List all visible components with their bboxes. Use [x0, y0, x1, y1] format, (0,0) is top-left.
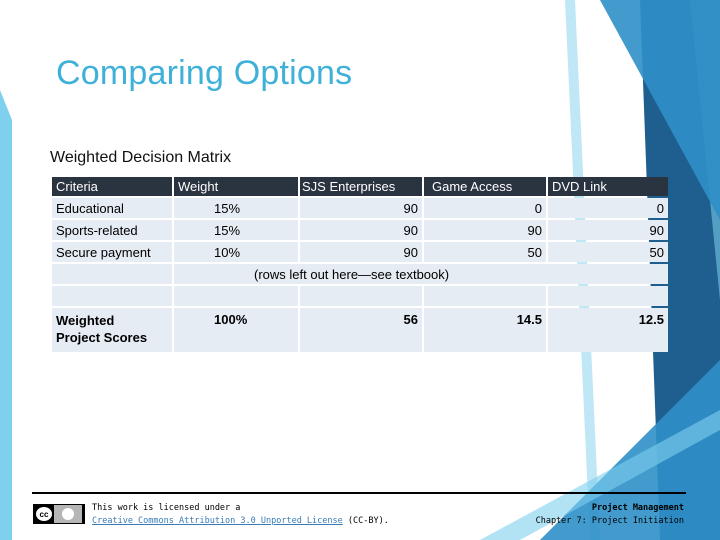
cc-by-badge-icon: cc — [33, 504, 85, 524]
game-access-cell: 90 — [424, 220, 546, 240]
empty-cell — [424, 286, 546, 306]
course-info: Project Management Chapter 7: Project In… — [536, 502, 684, 528]
course-chapter: Chapter 7: Project Initiation — [535, 516, 684, 526]
score-game-access: 14.5 — [424, 308, 546, 352]
weighted-decision-matrix: Criteria Weight SJS Enterprises Game Acc… — [50, 175, 670, 354]
license-text: This work is licensed under a — [92, 503, 241, 513]
empty-cell — [548, 286, 668, 306]
sjs-cell: 90 — [300, 220, 422, 240]
dvd-link-cell: 50 — [548, 242, 668, 262]
score-label: Weighted Project Scores — [52, 308, 172, 352]
license-link[interactable]: Creative Commons Attribution 3.0 Unporte… — [92, 516, 343, 526]
sjs-cell: 90 — [300, 242, 422, 262]
header-row: Criteria Weight SJS Enterprises Game Acc… — [52, 177, 668, 196]
empty-cell — [174, 286, 298, 306]
license-suffix: (CC-BY). — [347, 516, 389, 526]
table-row: Sports-related 15% 90 90 90 — [52, 220, 668, 240]
omitted-rows-note: (rows left out here—see textbook) — [174, 264, 668, 284]
license-line: Creative Commons Attribution 3.0 Unporte… — [92, 515, 389, 528]
header-sjs: SJS Enterprises — [300, 177, 422, 196]
game-access-cell: 50 — [424, 242, 546, 262]
weight-cell: 10% — [174, 242, 298, 262]
header-weight: Weight — [174, 177, 298, 196]
game-access-cell: 0 — [424, 198, 546, 218]
note-row: (rows left out here—see textbook) — [52, 264, 668, 284]
table-row: Educational 15% 90 0 0 — [52, 198, 668, 218]
criteria-cell: Educational — [52, 198, 172, 218]
table-row: Secure payment 10% 90 50 50 — [52, 242, 668, 262]
slide-title: Comparing Options — [56, 54, 353, 92]
license-notice: This work is licensed under a Creative C… — [92, 502, 389, 528]
score-row: Weighted Project Scores 100% 56 14.5 12.… — [52, 308, 668, 352]
dvd-link-cell: 90 — [548, 220, 668, 240]
criteria-cell: Sports-related — [52, 220, 172, 240]
header-game-access: Game Access — [424, 177, 546, 196]
note-text: (rows left out here—see textbook) — [254, 266, 450, 282]
empty-cell — [300, 286, 422, 306]
score-weight: 100% — [174, 308, 298, 352]
weight-cell: 15% — [174, 220, 298, 240]
score-dvd-link: 12.5 — [548, 308, 668, 352]
header-dvd-link: DVD Link — [548, 177, 668, 196]
dvd-link-cell: 0 — [548, 198, 668, 218]
weight-cell: 15% — [174, 198, 298, 218]
sjs-cell: 90 — [300, 198, 422, 218]
empty-cell — [52, 286, 172, 306]
course-title: Project Management — [591, 503, 684, 513]
blank-row — [52, 286, 668, 306]
slide-subtitle: Weighted Decision Matrix — [50, 149, 232, 166]
criteria-cell: Secure payment — [52, 242, 172, 262]
empty-cell — [52, 264, 172, 284]
footer-divider — [32, 492, 686, 494]
header-criteria: Criteria — [52, 177, 172, 196]
score-sjs: 56 — [300, 308, 422, 352]
